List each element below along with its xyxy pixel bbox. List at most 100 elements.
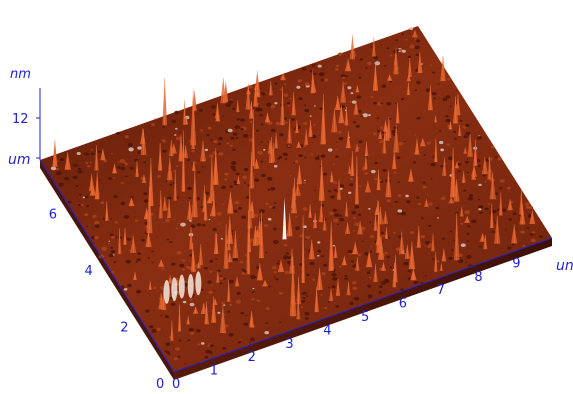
surface-texture-dot <box>328 286 331 289</box>
surface-texture-dot <box>353 296 360 301</box>
spike-layer <box>52 30 536 341</box>
surface-texture-dot <box>440 196 446 201</box>
surface-texture-dot <box>303 225 307 228</box>
surface-texture-dot <box>284 121 288 124</box>
surface-texture-dot <box>242 175 247 179</box>
surface-texture-dot <box>178 339 182 342</box>
surface-texture-dot <box>143 199 149 203</box>
surface-texture-dot <box>213 140 218 144</box>
surface-texture-dot <box>459 119 463 122</box>
surface-texture-dot <box>221 185 226 189</box>
surface-texture-dot <box>304 108 310 113</box>
surface-texture-dot <box>275 278 279 281</box>
surface-texture-dot <box>478 208 482 211</box>
surface-texture-dot <box>369 235 375 239</box>
surface-texture-dot <box>301 293 304 295</box>
surface-texture-dot <box>421 63 423 65</box>
surface-texture-dot <box>451 249 454 252</box>
surface-texture-dot <box>373 56 379 60</box>
surface-texture-dot <box>369 276 372 279</box>
surface-texture-dot <box>339 217 344 222</box>
surface-texture-dot <box>234 200 240 205</box>
surface-texture-dot <box>190 224 196 228</box>
surface-texture-dot <box>224 178 228 181</box>
surface-texture-dot <box>189 302 195 307</box>
surface-texture-dot <box>364 252 370 256</box>
surface-texture-dot <box>260 160 264 163</box>
surface-texture-dot <box>367 284 372 288</box>
surface-texture-dot <box>245 195 251 199</box>
surface-texture-dot <box>171 262 176 266</box>
surface-texture-dot <box>109 233 114 237</box>
surface-texture-dot <box>56 171 62 176</box>
surface-texture-dot <box>430 162 436 167</box>
surface-texture-dot <box>379 126 384 129</box>
surface-texture-dot <box>299 234 304 238</box>
surface-texture-dot <box>351 100 357 104</box>
surface-texture-dot <box>145 309 150 313</box>
bright-feature <box>171 277 178 302</box>
surface-texture-dot <box>310 153 314 155</box>
surface-texture-dot <box>460 222 463 225</box>
surface-texture-dot <box>204 266 208 270</box>
surface-texture-dot <box>457 170 461 173</box>
surface-texture-dot <box>249 120 253 123</box>
surface-texture-dot <box>185 265 191 270</box>
surface-texture-dot <box>333 163 335 165</box>
surface-texture-dot <box>220 238 223 240</box>
surface-texture-dot <box>428 202 433 206</box>
surface-texture-dot <box>507 246 512 250</box>
surface-texture-dot <box>223 314 227 316</box>
surface-texture-dot <box>136 258 141 262</box>
surface-texture-dot <box>304 82 310 86</box>
surface-texture-dot <box>332 208 337 212</box>
surface-texture-dot <box>287 144 291 147</box>
surface-texture-dot <box>101 246 107 251</box>
surface-texture-dot <box>501 208 507 212</box>
surface-texture-dot <box>187 339 191 342</box>
surface-texture-dot <box>347 86 352 90</box>
surface-texture-dot <box>174 134 177 136</box>
surface-texture-dot <box>212 228 217 232</box>
surface-texture-dot <box>84 152 89 156</box>
surface-texture-dot <box>415 246 417 248</box>
surface-texture-dot <box>224 324 229 328</box>
surface-texture-dot <box>327 301 331 303</box>
surface-texture-dot <box>285 252 290 255</box>
surface-texture-dot <box>273 164 278 168</box>
surface-texture-dot <box>389 81 392 83</box>
surface-texture-dot <box>227 128 233 133</box>
surface-texture-dot <box>289 97 293 100</box>
surface-texture-dot <box>405 194 409 198</box>
surface-texture-dot <box>209 259 214 263</box>
surface-texture-dot <box>200 342 205 345</box>
surface-texture-dot <box>432 258 435 260</box>
surface-texture-dot <box>352 281 357 285</box>
surface-texture-dot <box>427 245 432 248</box>
surface-texture-dot <box>319 107 324 110</box>
surface-texture-dot <box>193 161 197 164</box>
bright-feature <box>187 274 194 298</box>
surface-texture-dot <box>352 230 355 232</box>
surface-texture-dot <box>373 177 378 181</box>
surface-texture-dot <box>432 71 435 74</box>
surface-texture-dot <box>174 110 180 115</box>
surface-texture-dot <box>268 285 271 288</box>
surface-texture-dot <box>207 280 212 284</box>
surface-texture-dot <box>466 171 469 174</box>
surface-texture-dot <box>267 141 270 143</box>
surface-texture-dot <box>413 280 419 285</box>
surface-texture-dot <box>110 218 112 220</box>
surface-texture-dot <box>182 300 187 304</box>
bright-feature <box>178 274 185 299</box>
surface-texture-dot <box>229 144 233 147</box>
surface-texture-dot <box>99 179 101 181</box>
surface-texture-dot <box>466 240 470 242</box>
surface-texture-dot <box>416 80 421 85</box>
surface-texture-dot <box>223 304 226 306</box>
surface-texture-dot <box>306 274 310 277</box>
surface-texture-dot <box>209 270 213 273</box>
surface-texture-dot <box>50 166 57 171</box>
